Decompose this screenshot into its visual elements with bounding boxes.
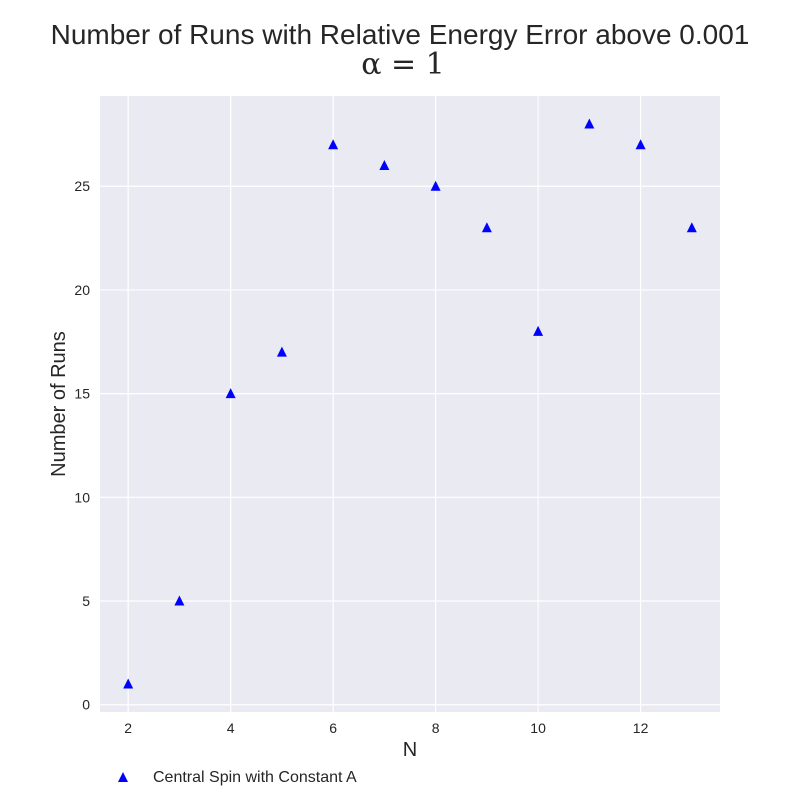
x-tick-label: 4 <box>227 720 235 736</box>
x-tick-label: 2 <box>124 720 132 736</box>
scatter-point-triangle <box>635 139 646 150</box>
scatter-point-triangle <box>481 222 492 233</box>
scatter-point-triangle <box>123 678 134 689</box>
x-axis-label: N <box>403 739 417 761</box>
scatter-point-triangle <box>379 159 390 170</box>
chart-title: Number of Runs with Relative Energy Erro… <box>51 19 750 50</box>
scatter-point-triangle <box>328 139 339 150</box>
legend-label: Central Spin with Constant A <box>153 769 357 786</box>
y-tick-label: 20 <box>74 282 90 298</box>
plot-area <box>100 96 720 712</box>
grid-lines <box>100 96 720 712</box>
y-tick-label: 5 <box>82 593 90 609</box>
chart-subtitle: α = 1 <box>361 47 445 82</box>
scatter-point-triangle <box>225 388 236 399</box>
x-tick-label: 10 <box>530 720 546 736</box>
y-tick-label: 25 <box>74 178 90 194</box>
x-tick-label: 6 <box>329 720 337 736</box>
scatter-point-triangle <box>276 346 287 357</box>
scatter-point-triangle <box>174 595 185 606</box>
scatter-point-triangle <box>430 180 441 191</box>
legend: Central Spin with Constant A <box>118 769 357 786</box>
y-tick-label: 0 <box>82 697 90 713</box>
y-tick-labels: 0 5 10 15 20 25 <box>74 178 90 713</box>
scatter-point-triangle <box>584 118 595 129</box>
scatter-point-triangle <box>686 222 697 233</box>
y-tick-label: 15 <box>74 386 90 402</box>
scatter-point-triangle <box>533 325 544 336</box>
legend-marker-triangle <box>118 772 128 782</box>
x-tick-label: 8 <box>432 720 440 736</box>
data-points <box>123 118 697 689</box>
y-tick-label: 10 <box>74 489 90 505</box>
x-tick-labels: 2 4 6 8 10 12 <box>124 720 648 736</box>
x-tick-label: 12 <box>633 720 649 736</box>
y-axis-label: Number of Runs <box>48 331 70 477</box>
